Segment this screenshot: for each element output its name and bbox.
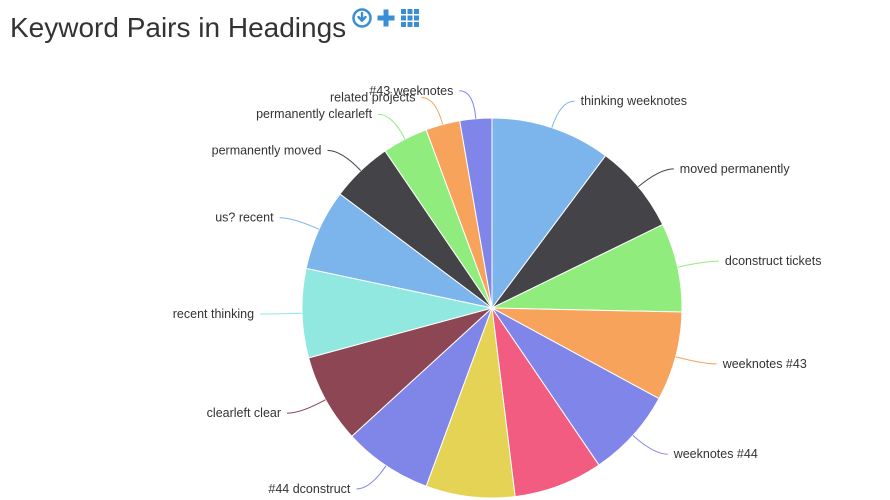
download-button[interactable] xyxy=(352,8,372,28)
label-connectors xyxy=(260,90,719,490)
connector-recent-thinking xyxy=(260,312,303,315)
slice-label-us-recent: us? recent xyxy=(215,211,274,225)
slice-label-permanently-clearleft: permanently clearleft xyxy=(256,107,373,121)
slice-label-related-projects: related projects xyxy=(330,90,415,104)
slice-labels: thinking weeknotes moved permanently dcons… xyxy=(173,84,822,496)
connector-weeknotes-44 xyxy=(632,435,668,455)
chart-toolbar xyxy=(352,8,420,28)
connector-thinking-weeknotes xyxy=(551,100,575,128)
connector-clearleft-clear xyxy=(287,399,326,414)
slice-label-recent-thinking: recent thinking xyxy=(173,307,254,321)
connector-44-dconstruct xyxy=(356,465,387,490)
grid-icon xyxy=(401,9,420,27)
connector-weeknotes-43 xyxy=(675,356,717,365)
slice-label-dconstruct-tickets: dconstruct tickets xyxy=(725,254,822,268)
plus-icon xyxy=(377,9,395,27)
connector-permanently-clearleft xyxy=(378,113,406,140)
slice-label-44-dconstruct: #44 dconstruct xyxy=(268,482,351,496)
connector-43-weeknotes xyxy=(459,90,477,119)
pie-slice-thinking-weeknotes[interactable] xyxy=(491,117,607,310)
slice-label-43-weeknotes: #43 weeknotes xyxy=(369,84,453,98)
slice-label-weeknotes-43: weeknotes #43 xyxy=(722,357,807,371)
pie-slices xyxy=(301,117,683,499)
slice-label-permanently-moved: permanently moved xyxy=(212,143,322,157)
connector-permanently-moved xyxy=(327,149,362,171)
grid-view-button[interactable] xyxy=(400,8,420,28)
connector-related-projects xyxy=(421,96,444,125)
connector-dconstruct-tickets xyxy=(677,260,719,268)
slice-label-clearleft-clear: clearleft clear xyxy=(207,406,281,420)
connector-us-recent xyxy=(279,217,320,230)
download-icon xyxy=(352,8,372,28)
add-button[interactable] xyxy=(376,8,396,28)
slice-label-moved-permanently: moved permanently xyxy=(680,162,791,176)
header: Keyword Pairs in Headings xyxy=(10,6,420,50)
slice-label-weeknotes-44: weeknotes #44 xyxy=(673,447,758,461)
slice-label-thinking-weeknotes: thinking weeknotes xyxy=(581,94,687,108)
page-title: Keyword Pairs in Headings xyxy=(10,12,347,43)
connector-moved-permanently xyxy=(637,168,674,188)
